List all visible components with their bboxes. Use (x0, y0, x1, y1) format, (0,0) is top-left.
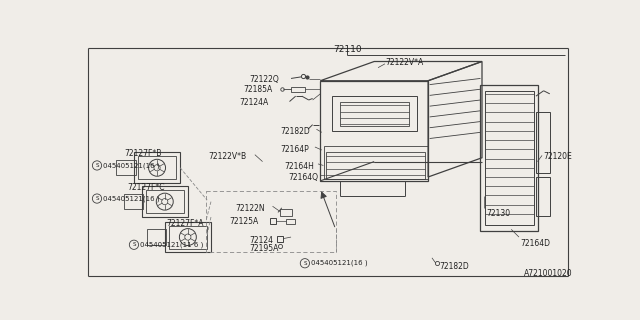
Text: 72182D: 72182D (280, 127, 310, 136)
Bar (280, 209, 292, 215)
Text: 72164D: 72164D (520, 239, 550, 248)
Bar (147, 229, 166, 245)
Text: 72164P: 72164P (280, 145, 309, 154)
Text: 72122Q: 72122Q (250, 75, 279, 84)
Bar (326, 152, 425, 179)
Text: S: S (95, 163, 99, 168)
Text: 72185A: 72185A (243, 84, 273, 93)
Text: 72120E: 72120E (543, 152, 572, 161)
Text: S: S (132, 242, 136, 247)
Bar (320, 81, 428, 181)
Bar (324, 146, 428, 179)
Bar (485, 91, 534, 225)
Text: 72164H: 72164H (284, 162, 314, 171)
Bar (340, 101, 409, 126)
Text: 72127F*C: 72127F*C (128, 183, 165, 192)
Text: 72182D: 72182D (440, 262, 469, 271)
Bar (141, 186, 188, 217)
Bar (164, 222, 211, 252)
Bar (138, 156, 176, 179)
Bar (116, 160, 136, 175)
Text: 72124A: 72124A (239, 99, 269, 108)
Text: 72127F*A: 72127F*A (166, 219, 204, 228)
Bar (536, 112, 550, 173)
Bar (145, 190, 184, 213)
Text: 72164Q: 72164Q (288, 173, 318, 182)
Text: 72122N: 72122N (236, 204, 265, 213)
Text: 045405121(16 ): 045405121(16 ) (103, 162, 160, 169)
Text: S: S (95, 196, 99, 201)
Text: 72122V*B: 72122V*B (209, 152, 247, 161)
Bar (168, 226, 207, 249)
Bar (285, 219, 295, 224)
Text: 045405121(16 ): 045405121(16 ) (103, 195, 160, 202)
Bar (536, 177, 550, 215)
Bar (291, 87, 305, 92)
Text: 045405121(16 ): 045405121(16 ) (311, 260, 368, 267)
Text: 72127F*B: 72127F*B (124, 148, 161, 157)
Text: 72110: 72110 (333, 44, 362, 53)
Text: 72130: 72130 (486, 209, 510, 218)
Text: A721001020: A721001020 (524, 269, 573, 278)
Text: 72124: 72124 (250, 236, 273, 244)
Text: 72195A: 72195A (250, 244, 279, 253)
Text: 72125A: 72125A (230, 217, 259, 226)
Bar (124, 194, 143, 209)
Text: 045405121(11 6 ): 045405121(11 6 ) (140, 242, 204, 248)
Text: S: S (303, 261, 307, 266)
Bar (134, 152, 180, 183)
Text: 72122V*A: 72122V*A (386, 59, 424, 68)
Bar (332, 96, 417, 131)
Bar (481, 84, 538, 231)
